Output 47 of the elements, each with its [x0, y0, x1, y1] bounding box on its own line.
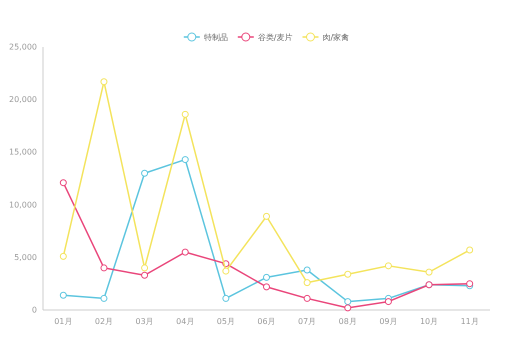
- y-tick-label: 15,000: [9, 148, 37, 157]
- legend-label: 特制品: [204, 33, 228, 42]
- y-tick-label: 5,000: [14, 252, 37, 262]
- x-tick-label: 02月: [94, 317, 114, 326]
- point: [60, 179, 67, 186]
- point: [100, 264, 108, 272]
- point: [141, 272, 148, 279]
- y-tick-label: 20,000: [9, 95, 37, 104]
- x-tick-label: 10月: [420, 317, 438, 326]
- point: [60, 252, 67, 260]
- point: [100, 78, 108, 86]
- x-tick-label: 07月: [298, 317, 316, 326]
- point: [384, 262, 392, 270]
- point: [304, 294, 311, 302]
- point: [263, 212, 270, 220]
- point: [304, 279, 311, 286]
- point: [344, 270, 352, 278]
- x-tick-label: 11月: [460, 317, 479, 326]
- point: [141, 170, 148, 177]
- point: [141, 264, 148, 272]
- point: [182, 248, 189, 256]
- x-tick-label: 09月: [379, 317, 398, 326]
- point: [100, 294, 108, 302]
- x-tick-label: 04月: [176, 317, 194, 326]
- point: [182, 156, 189, 164]
- y-tick-label: 25,000: [9, 42, 37, 52]
- point: [263, 283, 270, 290]
- x-tick-label: 08月: [338, 317, 357, 326]
- point: [222, 294, 230, 302]
- point: [426, 268, 433, 276]
- legend-label: 肉/家禽: [322, 33, 350, 42]
- point: [344, 304, 352, 312]
- x-tick-label: 05月: [216, 317, 235, 326]
- x-tick-label: 06月: [257, 317, 276, 326]
- point: [182, 110, 189, 118]
- point: [344, 298, 352, 306]
- point: [466, 246, 474, 254]
- point: [304, 266, 311, 274]
- point: [384, 298, 392, 306]
- y-tick-label: 10,000: [9, 200, 37, 210]
- x-tick-label: 03月: [135, 317, 154, 326]
- point: [222, 268, 230, 275]
- point: [60, 292, 67, 299]
- x-tick-label: 01月: [54, 317, 72, 326]
- y-tick-label: 0: [32, 306, 37, 314]
- point: [263, 274, 270, 281]
- legend-label: 谷类/麦片: [258, 33, 292, 42]
